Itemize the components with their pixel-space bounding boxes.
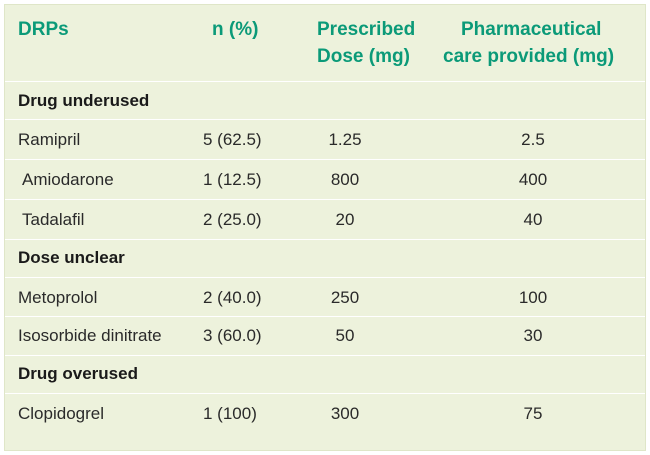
row-divider: [5, 355, 645, 356]
care-provided: 400: [518, 170, 548, 189]
row-divider: [5, 316, 645, 317]
care-provided: 2.5: [521, 130, 545, 149]
header-pharma-line1: Pharmaceutical: [461, 19, 602, 40]
header-prescribed-line2: Dose (mg): [317, 46, 410, 67]
header-prescribed-dose: Prescribed Dose (mg): [317, 16, 415, 70]
care-provided: 30: [523, 326, 543, 345]
row-divider: [5, 159, 645, 160]
n-percent: 2 (25.0): [203, 210, 262, 229]
prescribed-dose: 1.25: [328, 130, 362, 149]
n-percent: 1 (12.5): [203, 170, 262, 189]
table-header: DRPs n (%) Prescribed Dose (mg) Pharmace…: [5, 5, 645, 81]
drug-name: Ramipril: [18, 130, 81, 149]
n-percent: 3 (60.0): [203, 326, 262, 345]
prescribed-dose: 300: [330, 404, 360, 423]
section-title: Drug overused: [18, 364, 138, 383]
prescribed-dose: 50: [335, 326, 355, 345]
n-percent: 1 (100): [203, 404, 257, 423]
header-prescribed-line1: Prescribed: [317, 19, 416, 40]
header-drps-label: DRPs: [18, 19, 69, 40]
prescribed-dose: 20: [335, 210, 355, 229]
care-provided: 100: [518, 288, 548, 307]
section-title: Drug underused: [18, 91, 150, 110]
row-divider: [5, 119, 645, 120]
drug-name: Metoprolol: [18, 288, 98, 307]
n-percent: 2 (40.0): [203, 288, 262, 307]
care-provided: 40: [523, 210, 543, 229]
drug-name: Tadalafil: [22, 210, 85, 229]
prescribed-dose: 250: [330, 288, 360, 307]
row-divider: [5, 393, 645, 394]
header-pharmaceutical-care: Pharmaceutical care provided (mg): [443, 16, 614, 70]
header-pharma-line2: care provided (mg): [443, 46, 615, 67]
drp-table: DRPs n (%) Prescribed Dose (mg) Pharmace…: [4, 4, 646, 451]
drug-name: Amiodarone: [22, 170, 114, 189]
section-title: Dose unclear: [18, 248, 125, 267]
row-divider: [5, 277, 645, 278]
row-divider: [5, 199, 645, 200]
care-provided: 75: [523, 404, 543, 423]
header-n-pct: n (%): [212, 16, 258, 43]
drug-name: Clopidogrel: [18, 404, 104, 423]
header-divider: [5, 81, 645, 82]
row-divider: [5, 239, 645, 240]
drug-name: Isosorbide dinitrate: [18, 326, 162, 345]
n-percent: 5 (62.5): [203, 130, 262, 149]
header-drps: DRPs: [18, 16, 69, 43]
prescribed-dose: 800: [330, 170, 360, 189]
header-n-pct-label: n (%): [212, 19, 259, 40]
